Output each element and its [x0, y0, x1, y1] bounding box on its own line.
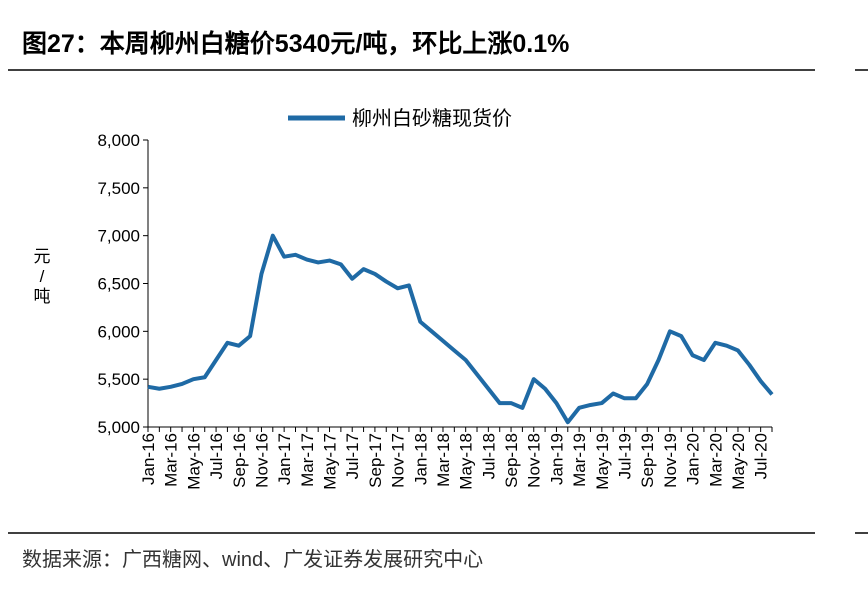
x-tick-label: Jul-16: [207, 433, 226, 479]
x-tick-label: Sep-18: [502, 433, 521, 488]
x-tick-label: Sep-17: [366, 433, 385, 488]
y-tick-label: 7,000: [97, 227, 140, 246]
x-tick-label: Jan-19: [547, 433, 566, 485]
y-tick-label: 5,500: [97, 370, 140, 389]
x-tick-label: Jan-18: [411, 433, 430, 485]
x-tick-label: May-17: [321, 433, 340, 490]
y-axis-label: 元/吨: [34, 247, 51, 306]
x-tick-label: Mar-17: [298, 433, 317, 487]
x-tick-label: May-20: [729, 433, 748, 490]
x-tick-label: Mar-16: [162, 433, 181, 487]
source-note: 数据来源：广西糖网、wind、广发证券发展研究中心: [22, 548, 483, 571]
x-tick-label: Mar-20: [706, 433, 725, 487]
x-tick-label: Nov-16: [252, 433, 271, 488]
y-tick-label: 5,000: [97, 418, 140, 437]
y-tick-label: 6,500: [97, 275, 140, 294]
legend-label: 柳州白砂糖现货价: [352, 107, 512, 130]
x-tick-label: Jul-17: [343, 433, 362, 479]
x-tick-label: May-16: [184, 433, 203, 490]
x-tick-label: Nov-18: [525, 433, 544, 488]
x-tick-label: May-18: [457, 433, 476, 490]
x-tick-label: Jan-20: [684, 433, 703, 485]
x-tick-label: Jul-20: [752, 433, 771, 479]
line-series: [147, 233, 774, 425]
x-tick-label: Mar-18: [434, 433, 453, 487]
x-tick-label: May-19: [593, 433, 612, 490]
x-tick-label: Nov-19: [661, 433, 680, 488]
x-tick-label: Jan-16: [139, 433, 158, 485]
x-tick-label: Sep-19: [638, 433, 657, 488]
x-tick-label: Mar-19: [570, 433, 589, 487]
x-tick-label: Sep-16: [230, 433, 249, 488]
x-tick-label: Jul-19: [616, 433, 635, 479]
y-tick-label: 6,000: [97, 322, 140, 341]
x-tick-label: Jul-18: [479, 433, 498, 479]
x-tick-label: Nov-17: [389, 433, 408, 488]
y-tick-label: 8,000: [97, 131, 140, 150]
chart-title: 图27：本周柳州白糖价5340元/吨，环比上涨0.1%: [22, 29, 569, 58]
y-tick-label: 7,500: [97, 179, 140, 198]
x-tick-label: Jan-17: [275, 433, 294, 485]
